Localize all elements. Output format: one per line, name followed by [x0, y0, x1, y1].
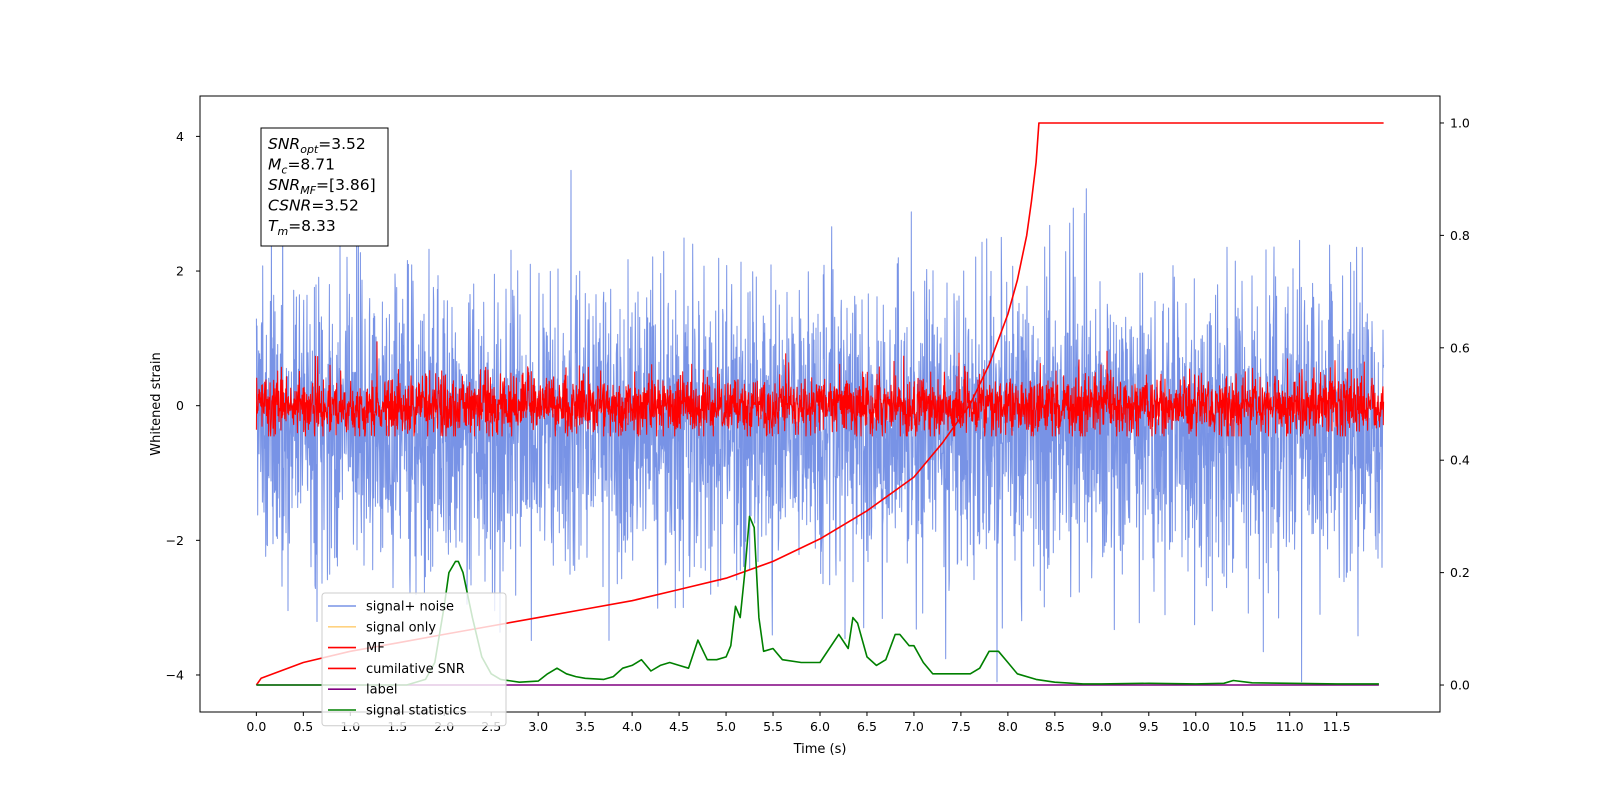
- legend-label-cumilative-snr: cumilative SNR: [366, 662, 465, 677]
- y-tick-label: 4: [176, 129, 184, 144]
- legend-frame: [321, 592, 507, 727]
- x-tick-label: 3.0: [528, 719, 548, 734]
- y2-tick-label: 1.0: [1450, 115, 1470, 130]
- x-tick-label: 7.5: [951, 719, 971, 734]
- annotation-line-snr-mf: SNRMF=[3.86]: [268, 176, 376, 197]
- annotation-line-snr-opt: SNRopt=3.52: [268, 135, 366, 156]
- x-tick-label: 8.5: [1045, 719, 1065, 734]
- x-tick-label: 0.0: [246, 719, 266, 734]
- legend-label-mf: MF: [366, 641, 385, 656]
- x-tick-label: 7.0: [904, 719, 924, 734]
- x-tick-label: 10.0: [1182, 719, 1210, 734]
- x-tick-label: 4.5: [669, 719, 689, 734]
- x-tick-label: 9.0: [1092, 719, 1112, 734]
- y2-tick-label: 0.4: [1450, 453, 1470, 468]
- legend-label-signal-only: signal only: [366, 620, 436, 635]
- x-tick-label: 3.5: [575, 719, 595, 734]
- y-tick-label: 2: [176, 264, 184, 279]
- x-tick-label: 6.0: [810, 719, 830, 734]
- legend-label-label: label: [366, 683, 397, 698]
- x-tick-label: 0.5: [293, 719, 313, 734]
- series-mf: [255, 341, 1385, 437]
- x-tick-label: 5.0: [716, 719, 736, 734]
- series-signal-statistics: [256, 515, 1379, 686]
- x-tick-label: 6.5: [857, 719, 877, 734]
- x-tick-label: 8.0: [998, 719, 1018, 734]
- y2-tick-label: 0.6: [1450, 340, 1470, 355]
- y-tick-label: −4: [166, 667, 184, 682]
- x-tick-label: 4.0: [622, 719, 642, 734]
- x-axis-label: Time (s): [793, 742, 847, 757]
- y2-tick-label: 0.0: [1450, 678, 1470, 693]
- annotation-line-t-m: Tm=8.33: [268, 217, 336, 238]
- legend-label-signal-statistics: signal statistics: [366, 704, 467, 719]
- x-tick-label: 9.5: [1139, 719, 1159, 734]
- y-tick-label: −2: [166, 533, 184, 548]
- y-axis-left: −4 −2 0 2 4: [166, 129, 200, 682]
- legend-label-signal-noise: signal+ noise: [366, 600, 454, 615]
- y2-tick-label: 0.8: [1450, 228, 1470, 243]
- x-tick-label: 5.5: [763, 719, 783, 734]
- annotation-line-m-c: Mc=8.71: [268, 156, 335, 177]
- annotation-line-csnr: CSNR=3.52: [268, 197, 359, 215]
- y2-tick-label: 0.2: [1450, 565, 1470, 580]
- y-tick-label: 0: [176, 398, 184, 413]
- x-tick-label: 11.0: [1276, 719, 1304, 734]
- legend: signal+ noise signal only MF cumilative SNR…: [321, 592, 507, 727]
- x-tick-label: 10.5: [1229, 719, 1257, 734]
- x-tick-label: 11.5: [1323, 719, 1351, 734]
- y-axis-label: Whitened strain: [149, 352, 164, 455]
- y-axis-right: 0.0 0.2 0.4 0.6 0.8 1.0: [1440, 115, 1470, 693]
- annotation-frame: [260, 127, 389, 247]
